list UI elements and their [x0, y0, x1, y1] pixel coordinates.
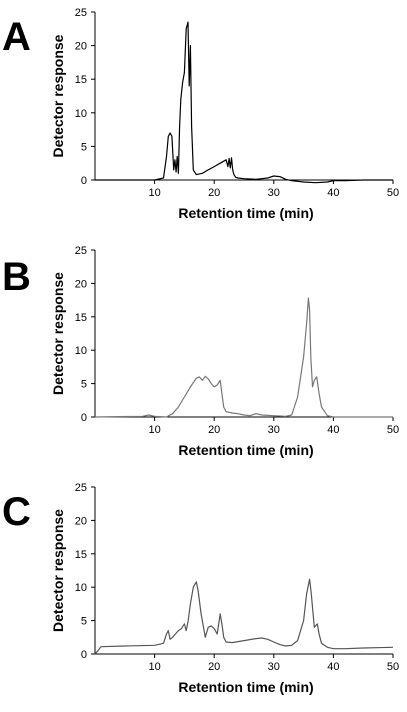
series-line [94, 297, 393, 418]
y-tick-label: 25 [75, 7, 87, 19]
y-tick-label: 0 [81, 412, 87, 424]
panel-label: B [2, 255, 31, 299]
y-tick-label: 15 [75, 74, 87, 86]
x-tick-label: 50 [387, 661, 399, 673]
y-tick-label: 5 [81, 379, 87, 391]
y-axis-title: Detector response [50, 34, 66, 157]
x-tick-label: 40 [327, 187, 339, 199]
y-tick-label: 10 [75, 582, 87, 594]
x-tick-label: 30 [268, 187, 280, 199]
x-tick-label: 20 [208, 661, 220, 673]
x-tick-label: 50 [387, 424, 399, 436]
x-tick-label: 30 [268, 424, 280, 436]
y-tick-label: 25 [75, 482, 87, 494]
x-tick-label: 20 [208, 424, 220, 436]
x-axis-title: Retention time (min) [178, 679, 313, 695]
x-tick-label: 10 [148, 187, 160, 199]
x-tick-label: 10 [148, 661, 160, 673]
y-tick-label: 15 [75, 549, 87, 561]
y-tick-label: 20 [75, 278, 87, 290]
y-axis-title: Detector response [50, 509, 66, 632]
y-tick-label: 10 [75, 108, 87, 120]
series-line [94, 578, 394, 655]
panel-a: A 0 5 10 15 20 25 10 20 30 40 50 Retention time (min… [2, 7, 399, 221]
x-axis-title: Retention time (min) [178, 442, 313, 458]
y-tick-label: 0 [81, 175, 87, 187]
series-line [95, 21, 393, 184]
x-tick-label: 30 [268, 661, 280, 673]
panel-label: C [2, 490, 31, 534]
panel-c: C 0 5 10 15 20 25 10 20 30 40 50 Retention time (min… [2, 482, 399, 695]
y-tick-label: 15 [75, 312, 87, 324]
y-tick-label: 0 [81, 649, 87, 661]
panel-b: B 0 5 10 15 20 25 10 20 30 40 50 Retention time (min… [2, 245, 399, 458]
y-tick-label: 5 [81, 616, 87, 628]
y-tick-label: 10 [75, 345, 87, 357]
x-tick-label: 20 [208, 187, 220, 199]
x-tick-label: 10 [148, 424, 160, 436]
x-tick-label: 40 [327, 661, 339, 673]
y-tick-label: 5 [81, 141, 87, 153]
y-tick-label: 20 [75, 515, 87, 527]
panel-label: A [2, 15, 31, 59]
y-axis-title: Detector response [50, 272, 66, 395]
y-tick-label: 20 [75, 41, 87, 53]
x-axis-title: Retention time (min) [178, 205, 313, 221]
x-tick-label: 40 [327, 424, 339, 436]
x-tick-label: 50 [387, 187, 399, 199]
y-tick-label: 25 [75, 245, 87, 257]
